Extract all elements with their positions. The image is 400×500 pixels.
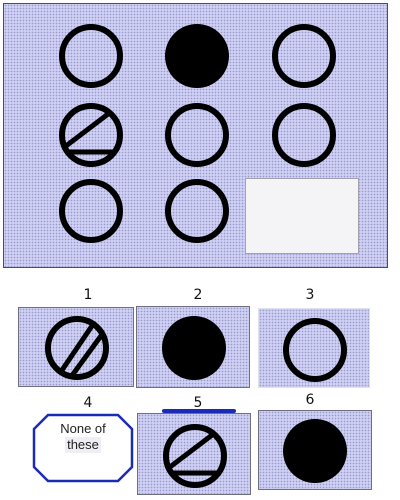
answer-slot-blank — [245, 178, 359, 254]
option-5-label: 5 — [193, 395, 203, 411]
option-4-button[interactable]: None of these — [32, 413, 134, 483]
ring-icon — [283, 318, 347, 382]
none-of-these-line2: these — [65, 437, 101, 453]
selection-mark — [162, 409, 236, 413]
slashed-ring-icon — [59, 103, 123, 167]
none-of-these-line1: None of — [60, 421, 106, 436]
option-2-button[interactable] — [136, 306, 250, 388]
option-6-label: 6 — [305, 392, 315, 408]
matrix-cell-r1c1 — [56, 21, 126, 91]
diagonal-slash-ring-icon — [45, 316, 109, 380]
none-of-these-text: None of these — [32, 421, 134, 453]
ring-icon — [59, 179, 123, 243]
option-3-button[interactable] — [258, 308, 370, 388]
option-6-button[interactable] — [258, 410, 372, 490]
option-5-button[interactable] — [137, 413, 251, 495]
matrix-cell-r2c3 — [269, 100, 339, 170]
slashed-ring-icon — [163, 424, 227, 488]
puzzle-matrix — [3, 3, 388, 268]
option-3-label: 3 — [305, 287, 315, 303]
matrix-cell-r2c1 — [56, 100, 126, 170]
matrix-cell-r1c2 — [162, 21, 232, 91]
option-1-label: 1 — [83, 287, 93, 303]
ring-icon — [59, 24, 123, 88]
filled-circle-icon — [283, 419, 347, 483]
matrix-cell-r1c3 — [269, 21, 339, 91]
option-2-label: 2 — [193, 287, 203, 303]
option-4-label: 4 — [83, 395, 93, 411]
ring-icon — [272, 103, 336, 167]
matrix-cell-r3c2 — [162, 176, 232, 246]
ring-icon — [165, 103, 229, 167]
filled-circle-icon — [165, 24, 229, 88]
matrix-cell-r2c2 — [162, 100, 232, 170]
matrix-cell-r3c1 — [56, 176, 126, 246]
option-1-button[interactable] — [18, 307, 134, 387]
ring-icon — [165, 179, 229, 243]
ring-icon — [272, 24, 336, 88]
filled-circle-icon — [162, 316, 226, 380]
